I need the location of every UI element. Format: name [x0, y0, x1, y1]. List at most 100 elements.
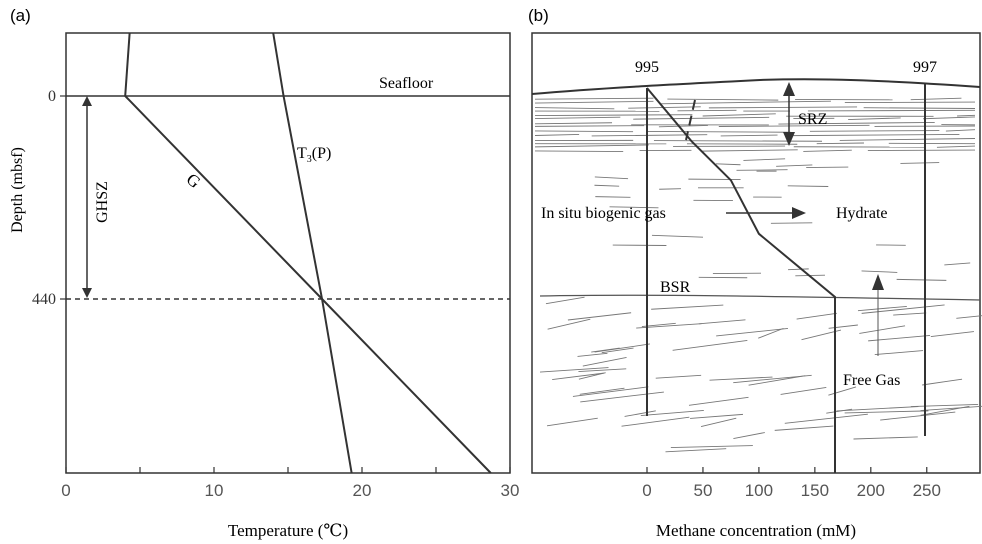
sediment-stroke	[828, 386, 857, 396]
sediment-stroke	[545, 296, 585, 305]
g-curve	[124, 32, 492, 474]
sediment-stroke	[709, 376, 773, 381]
sediment-stroke	[787, 185, 829, 187]
sediment-stroke	[796, 312, 837, 320]
sediment-stroke	[534, 125, 645, 127]
free-gas-arrow-head	[872, 274, 884, 290]
sediment-stroke	[667, 98, 779, 101]
panel-a-frame	[65, 32, 511, 474]
sediment-stroke	[780, 386, 827, 395]
sediment-stroke	[957, 114, 976, 117]
sediment-stroke	[647, 131, 791, 133]
sediment-stroke	[743, 158, 786, 161]
sediment-stroke	[579, 387, 625, 395]
sediment-stroke	[534, 116, 621, 120]
y-tick-label: 440	[32, 291, 56, 308]
sediment-stroke	[578, 368, 627, 373]
sediment-stroke	[534, 97, 654, 100]
sediment-stroke	[716, 327, 789, 337]
sediment-stroke	[859, 325, 906, 334]
srz-label: SRZ	[798, 111, 827, 128]
panel-b-seafloor-line	[531, 78, 981, 95]
sediment-stroke	[861, 304, 945, 314]
sediment-stroke	[701, 149, 798, 152]
sediment-stroke	[880, 411, 956, 421]
bsr-line	[539, 294, 981, 301]
sediment-stroke	[778, 121, 935, 125]
sediment-stroke	[539, 367, 609, 373]
sediment-stroke	[534, 122, 613, 125]
panel-a-y-ticks: 0 440	[32, 88, 66, 308]
sediment-stroke	[609, 206, 659, 209]
sediment-stroke	[792, 134, 960, 137]
srz-arrow-up	[783, 82, 795, 96]
sediment-stroke	[580, 391, 664, 403]
site-997-label: 997	[913, 59, 937, 76]
sediment-stroke	[776, 164, 813, 167]
panel-b-frame	[531, 32, 981, 474]
sediment-stroke	[653, 140, 823, 142]
panel-b-label: (b)	[528, 6, 549, 25]
seafloor-label: Seafloor	[379, 75, 434, 92]
dashed-profile-segment	[685, 99, 696, 141]
sediment-stroke	[718, 124, 870, 127]
sediment-stroke	[700, 417, 737, 427]
sediment-stroke	[716, 163, 741, 166]
sediment-stroke	[659, 100, 831, 105]
ghsz-arrow-down	[82, 288, 92, 298]
sediment-stroke	[784, 413, 868, 424]
sediment-stroke	[651, 234, 704, 238]
biogenic-gas-arrow-head	[792, 207, 806, 219]
sediment-stroke	[690, 413, 744, 419]
x-tick-label: 100	[745, 481, 773, 500]
sediment-stroke	[956, 315, 982, 319]
sediment-stroke	[655, 374, 702, 379]
srz-arrow-down	[783, 132, 795, 146]
panel-b-x-axis-label: Methane concentration (mM)	[656, 521, 856, 540]
sediment-stroke	[633, 116, 770, 120]
t3p-label: T3(P)	[297, 145, 331, 165]
sediment-stroke	[774, 425, 834, 431]
sediment-stroke	[534, 130, 634, 133]
sediment-stroke	[582, 357, 627, 367]
sediment-stroke	[670, 445, 753, 449]
sediment-stroke	[848, 117, 901, 120]
sediment-stroke	[836, 406, 919, 412]
panel-a-label: (a)	[10, 6, 31, 25]
sediment-stroke	[857, 305, 907, 312]
sediment-stroke	[844, 410, 929, 414]
hydrate-label: Hydrate	[836, 205, 888, 222]
x-tick-label: 0	[61, 481, 70, 500]
sediment-stroke	[546, 417, 598, 427]
sediment-stroke	[595, 196, 631, 198]
panel-b-x-ticks: 0 50 100 150 200 250	[642, 467, 941, 500]
panel-a-x-axis-label: Temperature (℃)	[228, 521, 348, 540]
y-tick-label: 0	[48, 88, 56, 105]
sediment-stroke	[698, 319, 746, 325]
sediment-stroke	[874, 350, 924, 356]
sediment-stroke	[748, 375, 806, 386]
sediment-stroke	[534, 133, 580, 136]
sediment-stroke	[816, 142, 864, 145]
sediment-stroke	[809, 130, 940, 132]
sediment-stroke	[936, 145, 976, 148]
sediment-stroke	[601, 347, 634, 354]
sediment-stroke	[922, 378, 963, 386]
sediment-stroke	[567, 312, 632, 321]
sediment-stroke	[868, 334, 931, 342]
sediment-stroke	[708, 106, 858, 109]
sediment-stroke	[702, 113, 776, 117]
biogenic-gas-label: In situ biogenic gas	[541, 205, 666, 222]
sediment-stroke	[534, 114, 693, 117]
sediment-stroke	[547, 318, 591, 330]
free-gas-label: Free Gas	[843, 372, 900, 389]
sediment-stroke	[900, 162, 940, 164]
bsr-label: BSR	[660, 279, 691, 296]
ghsz-arrow-up	[82, 96, 92, 106]
sediment-stroke	[944, 262, 971, 266]
sediment-stroke	[591, 134, 708, 137]
sediment-stroke	[788, 268, 809, 271]
site-995-label: 995	[635, 59, 659, 76]
sediment-stroke	[552, 372, 604, 380]
